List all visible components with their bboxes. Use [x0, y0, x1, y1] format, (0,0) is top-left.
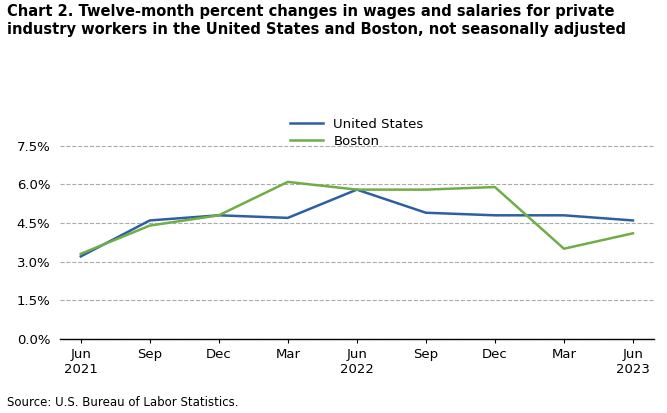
Boston	[629, 231, 637, 236]
United States	[146, 218, 154, 223]
United States	[284, 216, 292, 221]
Boston	[491, 185, 499, 190]
Line: United States: United States	[81, 190, 633, 256]
Boston	[284, 179, 292, 184]
Line: Boston: Boston	[81, 182, 633, 254]
Boston	[353, 187, 361, 192]
Boston	[422, 187, 430, 192]
United States	[422, 210, 430, 215]
Boston	[146, 223, 154, 228]
Boston	[77, 252, 85, 256]
United States	[491, 213, 499, 218]
United States	[77, 254, 85, 259]
Legend: United States, Boston: United States, Boston	[286, 114, 428, 152]
United States	[215, 213, 223, 218]
United States	[629, 218, 637, 223]
Boston	[215, 213, 223, 218]
Text: Source: U.S. Bureau of Labor Statistics.: Source: U.S. Bureau of Labor Statistics.	[7, 396, 238, 409]
Boston	[560, 246, 568, 251]
United States	[353, 187, 361, 192]
United States	[560, 213, 568, 218]
Text: Chart 2. Twelve-month percent changes in wages and salaries for private
industry: Chart 2. Twelve-month percent changes in…	[7, 4, 626, 36]
